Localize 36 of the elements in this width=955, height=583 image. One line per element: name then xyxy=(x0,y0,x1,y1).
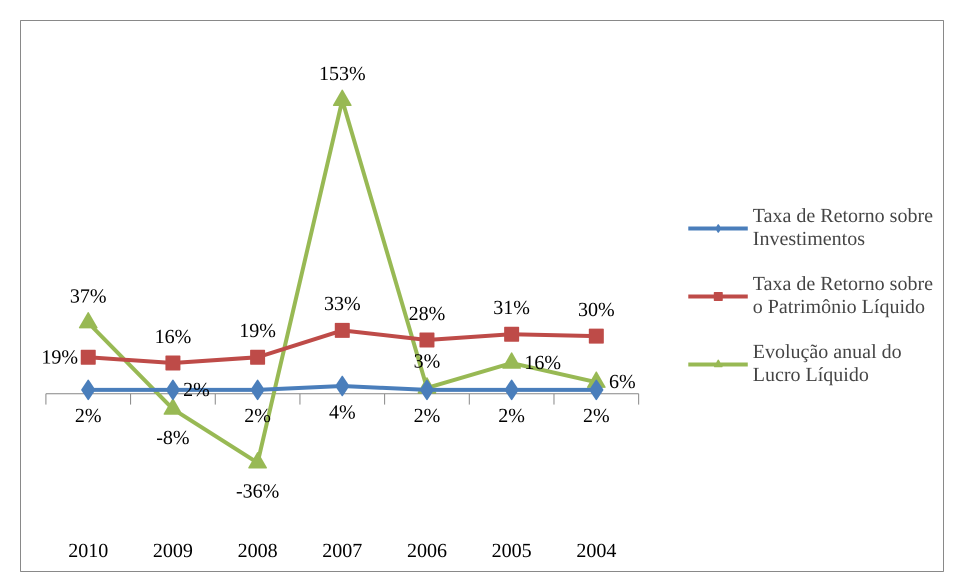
legend-label: Taxa de Retorno sobre Investimentos xyxy=(752,204,933,252)
point xyxy=(250,350,266,365)
data-label: 6% xyxy=(609,371,636,394)
x-tick-label: 2008 xyxy=(238,540,278,562)
data-label: 2% xyxy=(414,405,440,428)
point xyxy=(165,356,180,371)
point xyxy=(332,89,352,106)
data-label: 2% xyxy=(582,405,610,428)
x-tick-label: 2010 xyxy=(68,540,108,562)
data-label: -8% xyxy=(156,426,190,449)
data-label: 28% xyxy=(408,302,446,325)
x-tick-label: 2007 xyxy=(322,540,362,562)
point xyxy=(334,322,350,338)
x-tick-label: 2006 xyxy=(406,540,447,562)
data-label: 16% xyxy=(154,326,192,348)
data-label: 19% xyxy=(239,320,276,342)
x-tick-label: 2009 xyxy=(152,540,193,562)
data-label: 31% xyxy=(493,297,530,320)
point xyxy=(588,328,604,344)
point xyxy=(80,350,96,365)
x-tick-label: 2004 xyxy=(576,540,616,562)
point xyxy=(504,326,520,342)
data-label: -36% xyxy=(236,480,280,503)
data-label: 16% xyxy=(524,352,562,374)
legend-label: Taxa de Retorno sobre o Patrimônio Líquido xyxy=(752,272,933,320)
legend-label: Evolução anual do Lucro Líquido xyxy=(752,340,902,388)
data-label: 4% xyxy=(328,401,356,424)
data-label: 2% xyxy=(74,405,102,428)
data-label: 33% xyxy=(324,293,361,316)
data-label: 153% xyxy=(318,63,366,86)
data-label: 19% xyxy=(41,346,78,368)
point xyxy=(419,332,434,348)
data-label: 30% xyxy=(578,298,615,321)
data-label: 37% xyxy=(70,286,107,308)
data-label: 2% xyxy=(498,405,525,428)
x-tick-label: 2005 xyxy=(492,540,532,562)
